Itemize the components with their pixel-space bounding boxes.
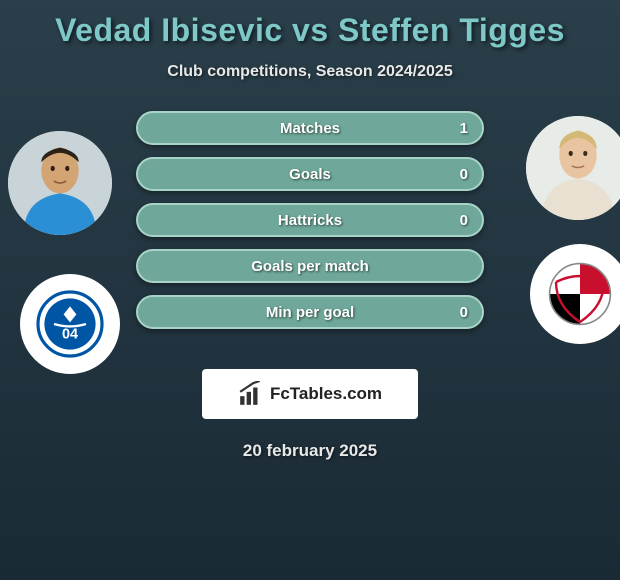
stat-value: 1 <box>460 120 468 137</box>
comparison-content: 04 Matches 1 Goals 0 Hattricks 0 Goals p… <box>0 111 620 451</box>
stat-label: Goals <box>289 166 331 183</box>
stat-min-per-goal: Min per goal 0 <box>136 295 484 329</box>
player-left-icon <box>8 131 112 235</box>
stat-hattricks: Hattricks 0 <box>136 203 484 237</box>
stat-label: Min per goal <box>266 304 354 321</box>
stat-value: 0 <box>460 304 468 321</box>
stat-value: 0 <box>460 212 468 229</box>
stat-label: Goals per match <box>251 258 369 275</box>
footer-brand-text: FcTables.com <box>270 384 382 404</box>
date-label: 20 february 2025 <box>0 441 620 461</box>
stat-goals-per-match: Goals per match <box>136 249 484 283</box>
footer-brand: FcTables.com <box>202 369 418 419</box>
club-right-badge <box>530 244 620 344</box>
club-right-badge-icon <box>540 254 620 334</box>
schalke-badge-icon: 04 <box>30 284 110 364</box>
svg-text:04: 04 <box>62 326 78 342</box>
stats-container: Matches 1 Goals 0 Hattricks 0 Goals per … <box>136 111 484 341</box>
stat-goals: Goals 0 <box>136 157 484 191</box>
stat-label: Hattricks <box>278 212 342 229</box>
stat-label: Matches <box>280 120 340 137</box>
subtitle: Club competitions, Season 2024/2025 <box>0 63 620 81</box>
club-left-badge: 04 <box>20 274 120 374</box>
player-left-avatar <box>8 131 112 235</box>
stat-matches: Matches 1 <box>136 111 484 145</box>
chart-icon <box>238 381 264 407</box>
player-right-avatar <box>526 116 620 220</box>
stat-value: 0 <box>460 166 468 183</box>
page-title: Vedad Ibisevic vs Steffen Tigges <box>0 0 620 49</box>
player-right-icon <box>526 116 620 220</box>
